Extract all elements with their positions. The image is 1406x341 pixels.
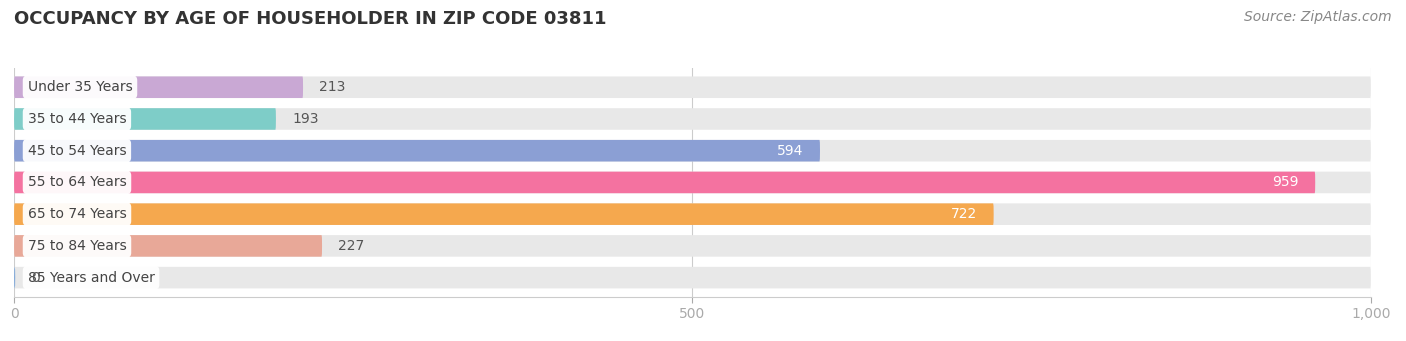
Text: 594: 594 [778,144,804,158]
FancyBboxPatch shape [14,140,1371,162]
FancyBboxPatch shape [14,267,1371,288]
Text: 75 to 84 Years: 75 to 84 Years [28,239,127,253]
FancyBboxPatch shape [14,235,322,257]
FancyBboxPatch shape [14,172,1315,193]
Text: Source: ZipAtlas.com: Source: ZipAtlas.com [1244,10,1392,24]
Text: 722: 722 [950,207,977,221]
FancyBboxPatch shape [14,203,994,225]
FancyBboxPatch shape [14,203,1371,225]
Text: 45 to 54 Years: 45 to 54 Years [28,144,127,158]
FancyBboxPatch shape [14,140,820,162]
Text: 65 to 74 Years: 65 to 74 Years [28,207,127,221]
Text: 213: 213 [319,80,346,94]
FancyBboxPatch shape [14,172,1371,193]
FancyBboxPatch shape [14,76,1371,98]
Text: 0: 0 [31,271,41,285]
FancyBboxPatch shape [14,108,1371,130]
Text: 55 to 64 Years: 55 to 64 Years [28,175,127,190]
FancyBboxPatch shape [14,235,1371,257]
FancyBboxPatch shape [14,108,276,130]
Text: 193: 193 [292,112,319,126]
Text: Under 35 Years: Under 35 Years [28,80,132,94]
Text: 959: 959 [1272,175,1299,190]
Text: 85 Years and Over: 85 Years and Over [28,271,155,285]
FancyBboxPatch shape [14,76,304,98]
Text: 227: 227 [339,239,364,253]
Text: OCCUPANCY BY AGE OF HOUSEHOLDER IN ZIP CODE 03811: OCCUPANCY BY AGE OF HOUSEHOLDER IN ZIP C… [14,10,606,28]
Text: 35 to 44 Years: 35 to 44 Years [28,112,127,126]
